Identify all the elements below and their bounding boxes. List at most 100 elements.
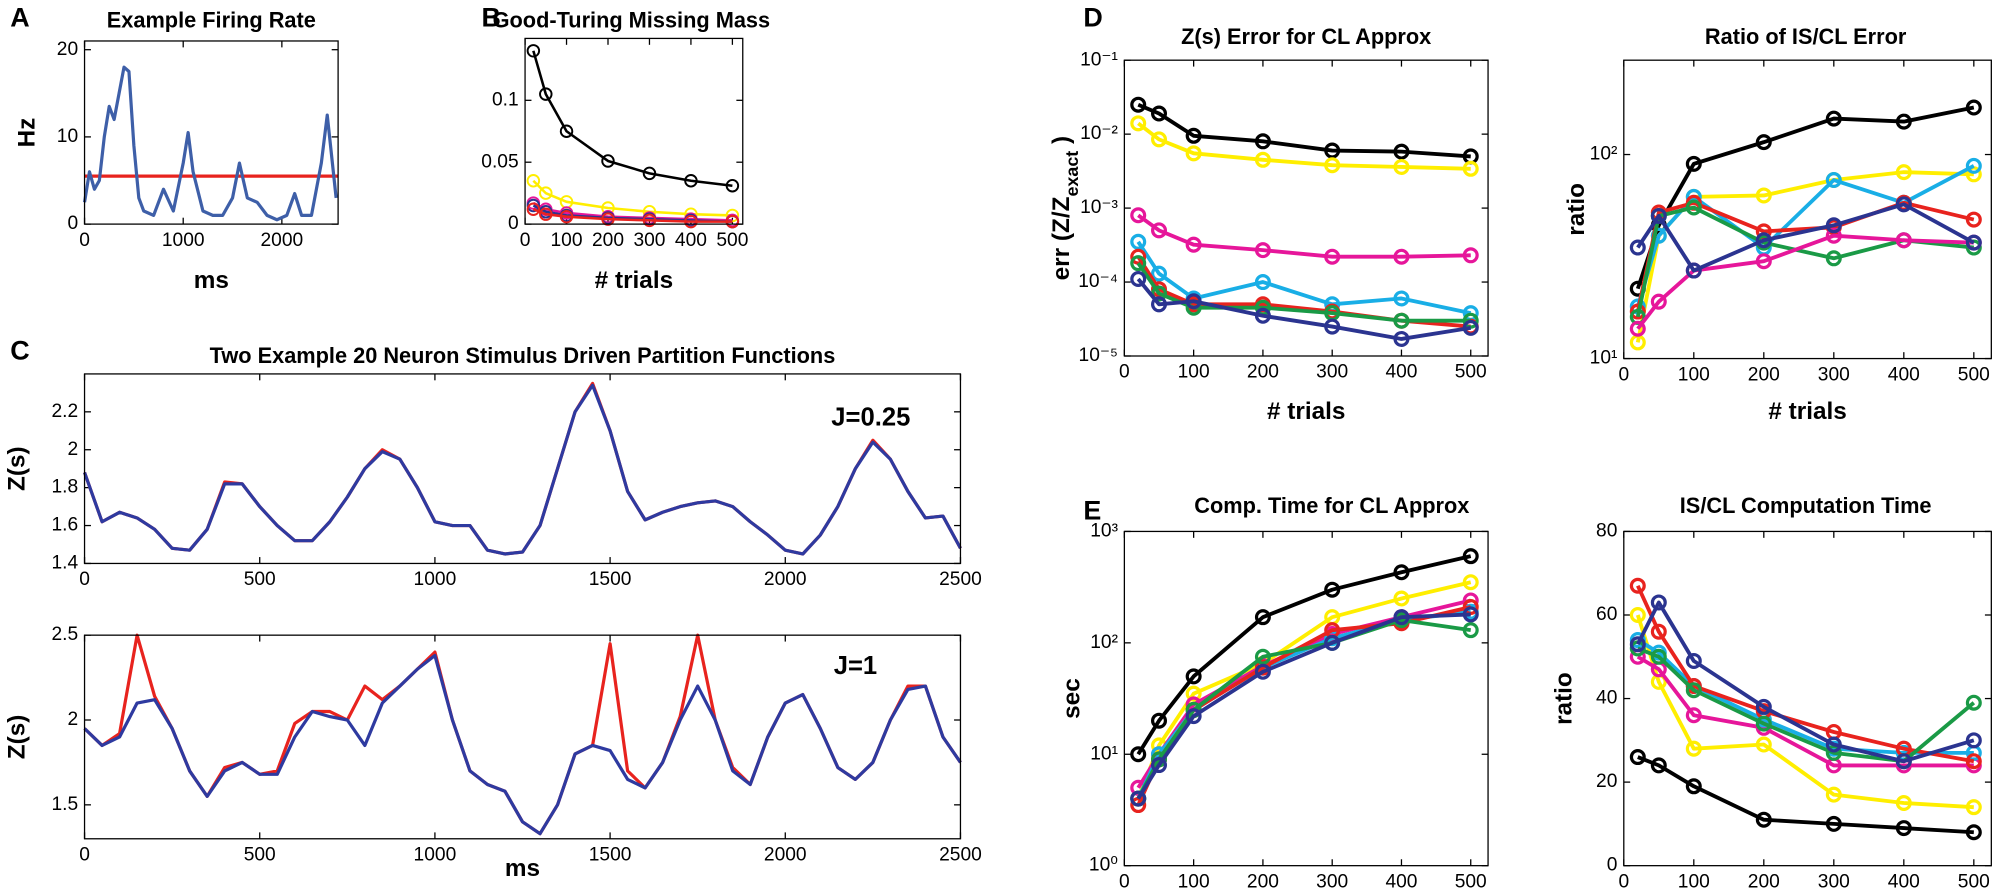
chart-title: Example Firing Rate [107,8,316,33]
data-point [1254,648,1271,665]
axes-box [1623,59,1992,360]
data-line [1635,614,1974,810]
y-tick-label: 0.1 [492,89,519,110]
y-axis-label: ratio [1550,672,1577,725]
subplot: 0 100 200 300 400 500 0 20 40 60 80 IS/CL Computati… [1550,493,1992,890]
data-point [1650,623,1667,640]
data-point [1965,824,1982,841]
data-point [1185,236,1202,253]
x-tick-label: 400 [1385,871,1417,890]
data-point [1462,548,1479,565]
x-tick-label: 400 [675,230,707,251]
y-tick-label: 2 [67,709,78,730]
x-tick-label: 2000 [764,569,807,590]
y-axis-label: Z(s) [3,446,30,491]
data-point [1895,820,1912,837]
y-tick-label: 10 [57,126,78,147]
y-tick-label: 40 [1596,688,1617,709]
data-point [1462,622,1479,639]
data-point [1151,265,1168,282]
data-point [1825,217,1842,234]
x-tick-label: 0 [1618,364,1629,385]
data-point [1151,105,1168,122]
data-point [526,198,541,213]
data-point [1185,127,1202,144]
data-point [1151,296,1168,313]
data-point [1629,320,1646,337]
data-point [1393,158,1410,175]
axes-box [1623,530,1992,867]
data-point [1151,131,1168,148]
data-point [1254,307,1271,324]
y-tick-label: 80 [1596,521,1617,542]
data-point [1825,172,1842,189]
data-point [1324,581,1341,598]
data-point [1462,319,1479,336]
y-tick-label: 10² [1090,632,1118,653]
plot-area [525,38,743,225]
x-tick-label: 500 [1958,871,1990,890]
data-point [1650,757,1667,774]
chart-title: Two Example 20 Neuron Stimulus Driven Pa… [210,343,836,368]
x-tick-label: 500 [1958,364,1990,385]
x-tick-label: 1500 [589,845,632,866]
data-point [1629,749,1646,766]
data-point [1755,253,1772,270]
x-axis-label: # trials [595,267,673,294]
x-tick-label: 100 [551,230,583,251]
data-point [1965,732,1982,749]
x-tick-label: 500 [716,230,748,251]
data-point [526,44,541,58]
data-line [532,208,733,223]
axes-box [83,373,962,565]
chart-title: Z(s) Error for CL Approx [1181,24,1431,49]
y-axis-label-part: err (Z/Z [1048,196,1075,280]
chart-title: Good-Turing Missing Mass [493,8,771,33]
subplot: 0 1000 2000 0 10 20 Example Firing Rate ms Hz A [10,2,339,294]
x-tick-label: 300 [1316,871,1348,890]
data-point [725,214,740,229]
data-point [1755,232,1772,249]
x-tick-label: 500 [1455,362,1487,383]
plot-area [1124,531,1489,866]
y-tick-label: 10⁰ [1089,855,1118,876]
data-line [1636,584,1975,764]
data-point [1254,133,1271,150]
data-point [1254,663,1271,680]
data-point [1685,778,1702,795]
x-axis-label: ms [505,855,540,882]
axes-box [1123,59,1489,357]
panel-letter: D [1083,2,1102,32]
data-point [1130,255,1147,272]
x-tick-label: 300 [1316,362,1348,383]
y-tick-label: 2 [67,439,78,460]
x-tick-label: 1500 [589,569,632,590]
y-tick-label: 0 [67,213,78,234]
data-point [1462,598,1479,615]
x-tick-label: 400 [1888,364,1920,385]
data-point [1462,160,1479,177]
y-tick-label: 0 [508,213,519,234]
data-point [1629,303,1646,320]
data-point [1130,115,1147,132]
data-point [601,154,615,168]
data-point [1130,248,1147,265]
data-point [1130,746,1147,763]
chart-title: IS/CL Computation Time [1680,493,1932,518]
data-point [1393,564,1410,581]
data-line [1636,638,1974,755]
panel-letter: E [1083,495,1101,525]
data-point [1462,574,1479,591]
data-point [1895,113,1912,130]
x-tick-label: 200 [1247,871,1279,890]
data-point [539,87,553,101]
data-point [1895,196,1912,213]
y-tick-label: 10¹ [1090,743,1118,764]
data-point [1393,248,1410,265]
x-tick-label: 300 [633,230,665,251]
subplot: 0 100 200 300 400 500 0 0.05 0.1 Good-Turing Miss… [481,2,770,294]
x-tick-label: 0 [1119,362,1130,383]
plot-area [1623,531,1992,866]
y-tick-label: 2.2 [51,401,78,422]
